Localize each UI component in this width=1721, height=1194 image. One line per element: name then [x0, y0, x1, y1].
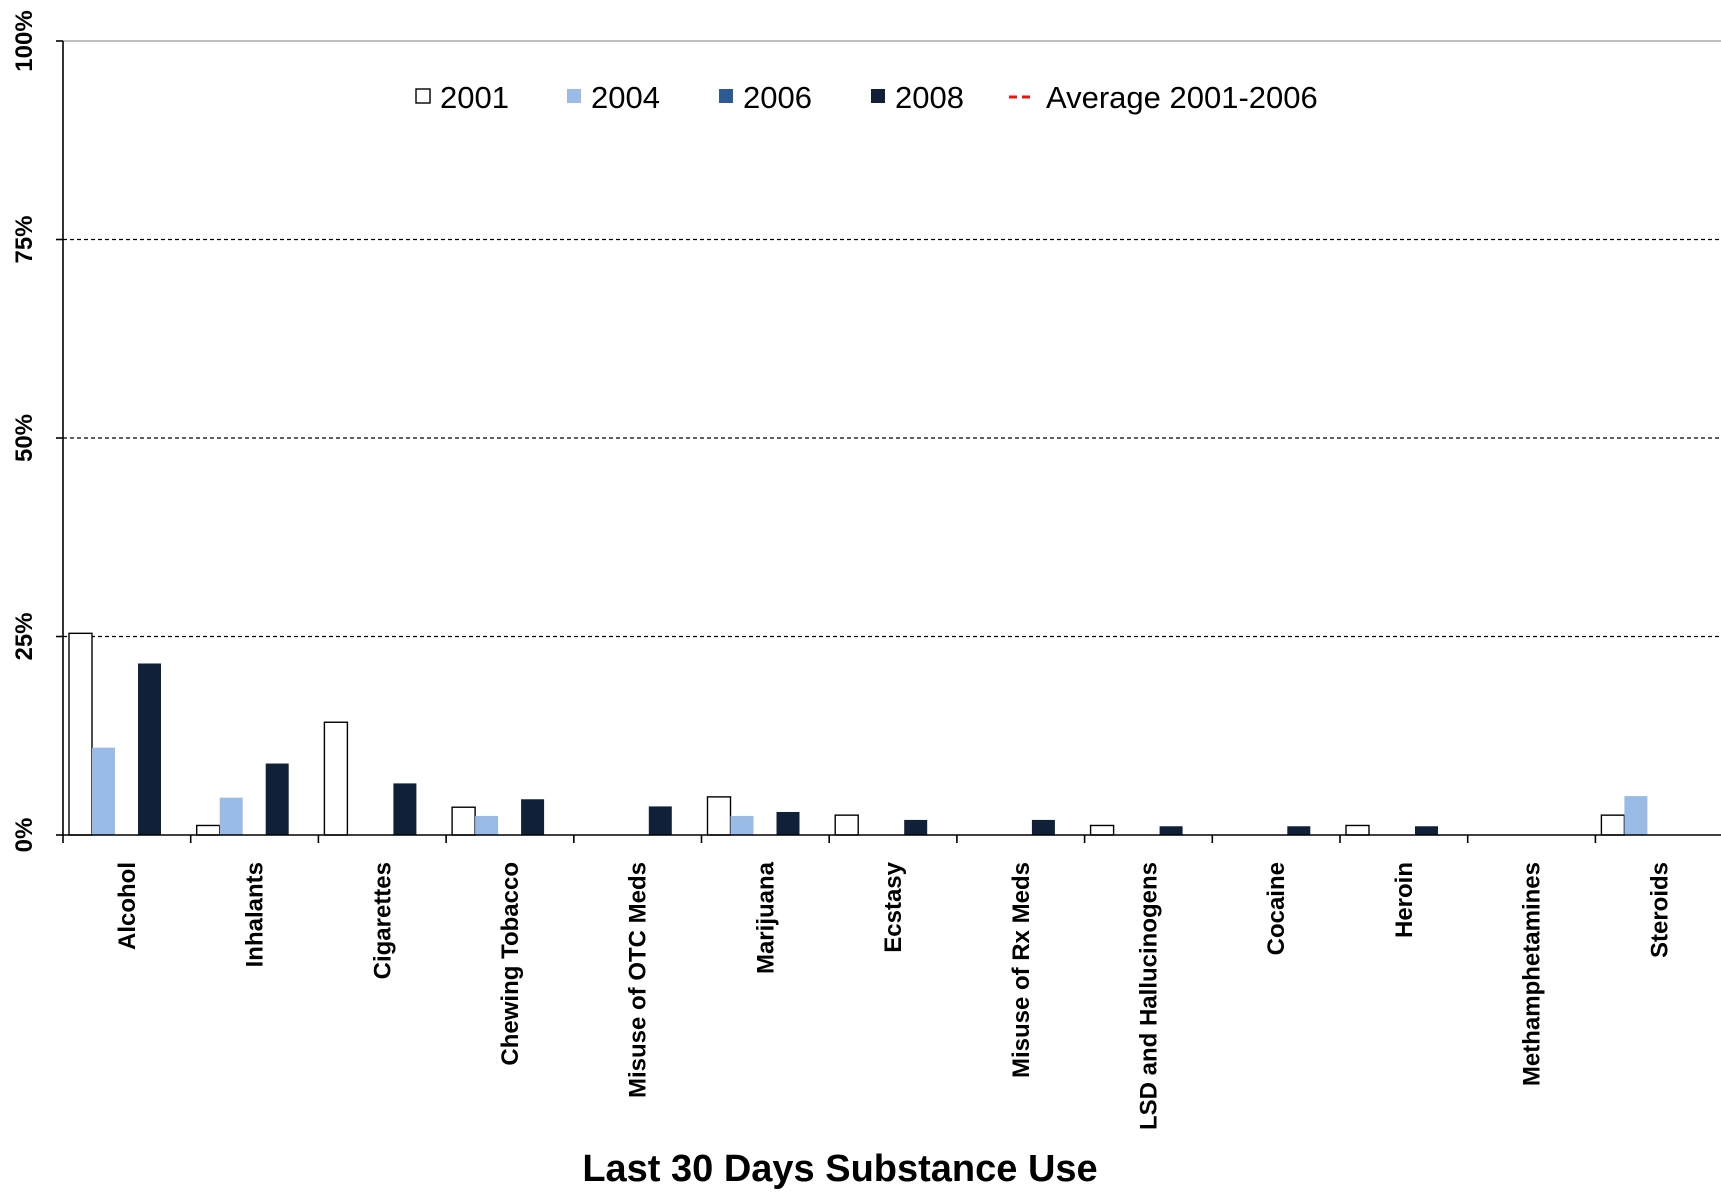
bar-2008-chewing-tobacco — [521, 799, 545, 835]
category-label: Heroin — [1391, 862, 1418, 938]
category-label: LSD and Hallucinogens — [1135, 862, 1162, 1130]
bar-2001-cigarettes — [323, 721, 349, 836]
legend-label-2001: 2001 — [440, 80, 509, 115]
category-label: Chewing Tobacco — [497, 862, 524, 1066]
bar-2001-steroids — [1600, 814, 1626, 836]
category-label: Cocaine — [1263, 862, 1290, 955]
bar-2008-alcohol — [138, 663, 161, 835]
bar-2004-steroids — [1624, 796, 1648, 835]
bar-2001-heroin — [1345, 824, 1370, 836]
y-tick-label: 25% — [11, 612, 38, 660]
bar-2001-chewing-tobacco — [451, 806, 476, 836]
legend-swatch-2004 — [567, 89, 581, 103]
category-label: Alcohol — [114, 862, 141, 950]
bar-2008-inhalants — [265, 763, 289, 835]
y-tick-label: 75% — [11, 215, 38, 263]
bar-2001-alcohol — [68, 632, 93, 836]
bar-2008-lsd-and-hallucinogens — [1159, 826, 1183, 835]
category-label: Misuse of Rx Meds — [1008, 862, 1035, 1078]
bar-2008-misuse-of-rx-meds — [1031, 819, 1055, 835]
bar-2008-ecstasy — [904, 819, 928, 835]
legend-swatch-2008 — [871, 89, 885, 103]
gridlines — [63, 40, 1721, 638]
bar-2001-ecstasy — [834, 814, 859, 836]
legend-swatch-2006 — [719, 89, 733, 103]
bar-2001-lsd-and-hallucinogens — [1089, 824, 1115, 836]
x-axis-title: Last 30 Days Substance Use — [582, 1148, 1097, 1190]
legend-label-2006: 2006 — [743, 80, 812, 115]
category-label: Misuse of OTC Meds — [625, 862, 652, 1098]
bar-2004-alcohol — [92, 747, 115, 835]
legend-label-average: Average 2001-2006 — [1046, 80, 1318, 115]
axes — [56, 40, 1721, 843]
legend-label-2004: 2004 — [591, 80, 660, 115]
legend: 2001 2004 2006 2008 Average 2001-2006 — [415, 80, 1318, 115]
category-label: Cigarettes — [369, 862, 396, 979]
bar-2008-cocaine — [1287, 826, 1311, 835]
bar-2001-marijuana — [706, 796, 732, 836]
y-tick-labels: 0% 25% 50% 75% 100% — [11, 10, 38, 852]
bar-2008-heroin — [1415, 826, 1438, 835]
bars — [68, 632, 1648, 836]
legend-label-2008: 2008 — [895, 80, 964, 115]
category-label: Steroids — [1646, 862, 1673, 958]
category-label: Methamphetamines — [1519, 862, 1546, 1086]
bar-2004-marijuana — [730, 815, 754, 835]
y-tick-label: 0% — [11, 818, 38, 853]
y-tick-label: 100% — [11, 10, 38, 71]
bar-2008-cigarettes — [393, 783, 417, 835]
bar-2008-marijuana — [776, 811, 800, 835]
category-label: Marijuana — [752, 861, 779, 974]
bar-2001-inhalants — [195, 824, 221, 836]
bar-2004-chewing-tobacco — [475, 815, 499, 835]
y-tick-label: 50% — [11, 414, 38, 462]
category-label: Ecstasy — [880, 861, 907, 952]
category-labels: Alcohol Inhalants Cigarettes Chewing Tobacc… — [114, 861, 1673, 1130]
bar-2008-misuse-of-otc-meds — [648, 806, 672, 835]
legend-swatch-2001 — [415, 88, 431, 104]
bar-2004-inhalants — [219, 797, 243, 835]
category-label: Inhalants — [242, 862, 269, 967]
